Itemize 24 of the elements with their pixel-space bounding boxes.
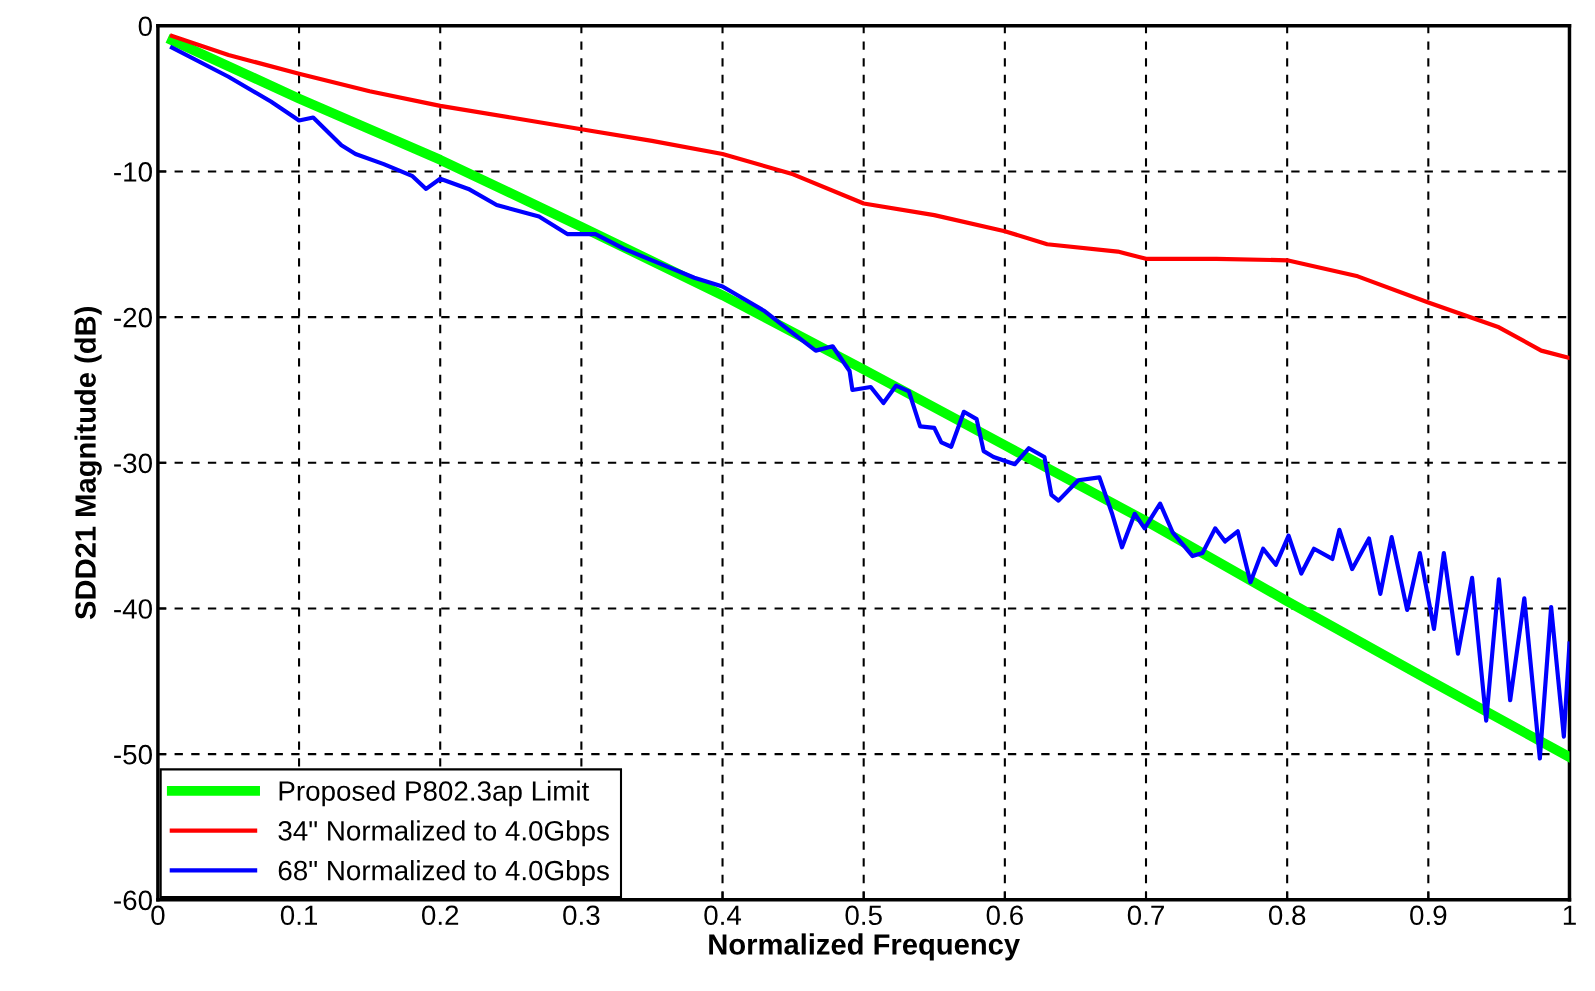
y-tick-label: -10 (114, 162, 152, 182)
y-axis-title: SDD21 Magnitude (dB) (74, 307, 102, 620)
y-tick-label: -20 (114, 307, 152, 328)
x-tick-label: 0.1 (280, 905, 318, 926)
x-tick-label: 0.5 (845, 905, 882, 926)
y-tick-label: -50 (114, 744, 152, 765)
y-tick-label: -30 (114, 453, 152, 474)
x-tick-label: 0.2 (422, 905, 459, 926)
x-tick-label: 1 (1563, 905, 1576, 925)
x-tick-label: 0.9 (1410, 905, 1447, 926)
legend-label: 68" Normalized to 4.0Gbps (278, 860, 609, 886)
y-tick-label: -40 (114, 599, 152, 619)
line-series (169, 33, 1570, 360)
legend-label: 34" Normalized to 4.0Gbps (278, 820, 609, 847)
x-axis-title: Normalized Frequency (709, 933, 1020, 961)
x-tick-label: 0.7 (1127, 905, 1164, 926)
y-tick-label: -60 (114, 890, 152, 911)
x-tick-label: 0.8 (1268, 905, 1306, 926)
x-tick-label: 0.6 (986, 905, 1023, 926)
legend-label: Proposed P802.3ap Limit (279, 780, 590, 807)
x-tick-label: 0.3 (563, 905, 600, 926)
x-tick-label: 0 (151, 905, 165, 926)
y-tick-label: 0 (138, 16, 152, 37)
x-tick-label: 0.4 (704, 905, 742, 926)
